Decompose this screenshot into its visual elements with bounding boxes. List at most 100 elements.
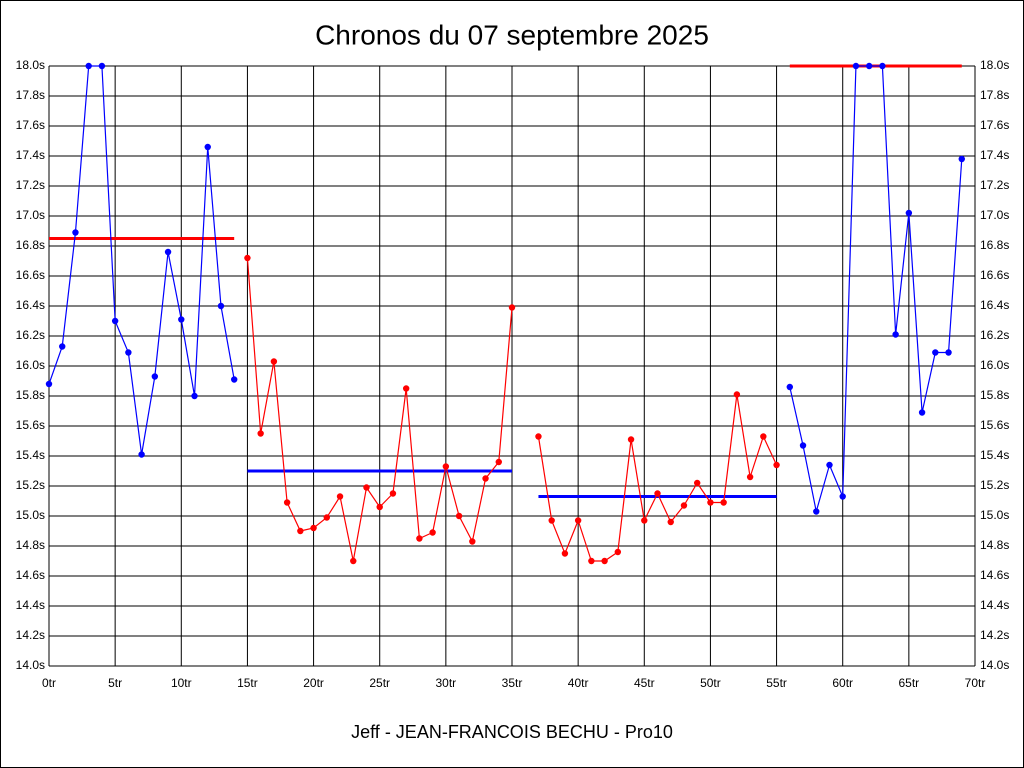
- data-point: [336, 493, 344, 500]
- data-point: [680, 502, 688, 509]
- data-point: [482, 475, 489, 482]
- x-tick-label: 55tr: [766, 676, 787, 690]
- data-point: [733, 391, 741, 398]
- y-tick-label: 14.2s: [16, 628, 45, 642]
- y-tick-label: 14.8s: [16, 538, 45, 552]
- data-point: [879, 62, 886, 70]
- data-point: [297, 527, 304, 535]
- y-tick-label-right: 17.2s: [980, 178, 1009, 192]
- data-point: [442, 463, 450, 470]
- chart-footer: Jeff - JEAN-FRANCOIS BECHU - Pro10: [351, 722, 673, 742]
- data-point: [429, 529, 436, 536]
- y-tick-label-right: 17.6s: [980, 118, 1009, 132]
- data-point: [760, 433, 767, 440]
- data-point: [508, 304, 516, 311]
- y-tick-label-right: 15.8s: [980, 388, 1009, 402]
- y-tick-label: 17.8s: [16, 88, 45, 102]
- y-tick-label: 15.2s: [16, 478, 45, 492]
- y-tick-label-right: 14.0s: [980, 658, 1009, 672]
- y-tick-label: 17.0s: [16, 208, 45, 222]
- x-tick-label: 20tr: [303, 676, 324, 690]
- y-tick-label: 15.0s: [16, 508, 45, 522]
- y-tick-label-right: 17.4s: [980, 148, 1009, 162]
- data-point: [852, 62, 860, 70]
- data-point: [323, 514, 330, 521]
- data-point: [720, 499, 727, 506]
- data-point: [469, 538, 476, 545]
- data-point: [98, 62, 106, 70]
- data-point: [45, 380, 53, 388]
- data-point: [694, 479, 701, 487]
- data-point: [905, 209, 913, 217]
- y-tick-label-right: 14.6s: [980, 568, 1009, 582]
- data-point: [614, 548, 622, 556]
- x-tick-label: 70tr: [965, 676, 986, 690]
- data-point: [283, 499, 291, 506]
- data-point: [178, 316, 185, 323]
- x-tick-label: 30tr: [436, 676, 457, 690]
- y-tick-label-right: 14.2s: [980, 628, 1009, 642]
- y-tick-label: 14.0s: [16, 658, 45, 672]
- data-point: [865, 62, 873, 70]
- data-point: [932, 349, 939, 356]
- data-point: [548, 517, 555, 524]
- y-tick-label: 16.2s: [16, 328, 45, 342]
- data-point: [561, 550, 569, 557]
- data-point: [402, 385, 410, 392]
- data-point: [839, 493, 846, 500]
- data-point: [773, 461, 780, 469]
- data-point: [231, 376, 238, 383]
- data-point: [535, 433, 542, 440]
- x-tick-label: 15tr: [237, 676, 258, 690]
- data-point: [455, 512, 463, 520]
- y-tick-label: 16.0s: [16, 358, 45, 372]
- series-line: [789, 65, 963, 512]
- data-point: [389, 490, 397, 497]
- data-point: [310, 524, 317, 532]
- data-point: [257, 430, 264, 437]
- y-tick-label-right: 18.0s: [980, 58, 1009, 72]
- data-point: [641, 517, 648, 524]
- y-tick-label-right: 17.0s: [980, 208, 1009, 222]
- y-tick-label-right: 15.4s: [980, 448, 1009, 462]
- y-tick-label: 16.4s: [16, 298, 45, 312]
- x-tick-label: 65tr: [899, 676, 920, 690]
- y-tick-label: 17.6s: [16, 118, 45, 132]
- data-point: [217, 302, 225, 310]
- x-tick-label: 25tr: [369, 676, 390, 690]
- data-point: [244, 254, 251, 262]
- data-point: [72, 229, 79, 236]
- x-tick-label: 10tr: [171, 676, 192, 690]
- data-point: [588, 557, 595, 565]
- x-tick-label: 50tr: [700, 676, 721, 690]
- data-point: [204, 143, 211, 151]
- data-point: [813, 508, 820, 515]
- y-tick-label: 18.0s: [16, 58, 45, 72]
- y-tick-label-right: 16.6s: [980, 268, 1009, 282]
- data-point: [85, 62, 92, 70]
- data-point: [786, 383, 793, 391]
- data-point: [125, 349, 132, 356]
- y-tick-label-right: 14.8s: [980, 538, 1009, 552]
- x-tick-label: 0tr: [42, 676, 56, 690]
- data-point: [363, 484, 370, 491]
- y-tick-label-right: 17.8s: [980, 88, 1009, 102]
- x-tick-label: 35tr: [502, 676, 523, 690]
- data-point: [495, 458, 502, 466]
- data-point: [350, 557, 357, 565]
- y-tick-label: 17.2s: [16, 178, 45, 192]
- data-point: [138, 451, 145, 458]
- data-point: [601, 557, 608, 565]
- data-point: [627, 436, 635, 443]
- y-tick-label: 17.4s: [16, 148, 45, 162]
- y-tick-label-right: 16.8s: [980, 238, 1009, 252]
- data-point: [654, 490, 661, 497]
- y-tick-label: 14.6s: [16, 568, 45, 582]
- data-point: [59, 343, 66, 350]
- x-tick-label: 60tr: [832, 676, 853, 690]
- chart-title: Chronos du 07 septembre 2025: [315, 19, 709, 50]
- y-tick-label: 15.4s: [16, 448, 45, 462]
- data-point: [667, 518, 674, 526]
- data-point: [574, 517, 582, 524]
